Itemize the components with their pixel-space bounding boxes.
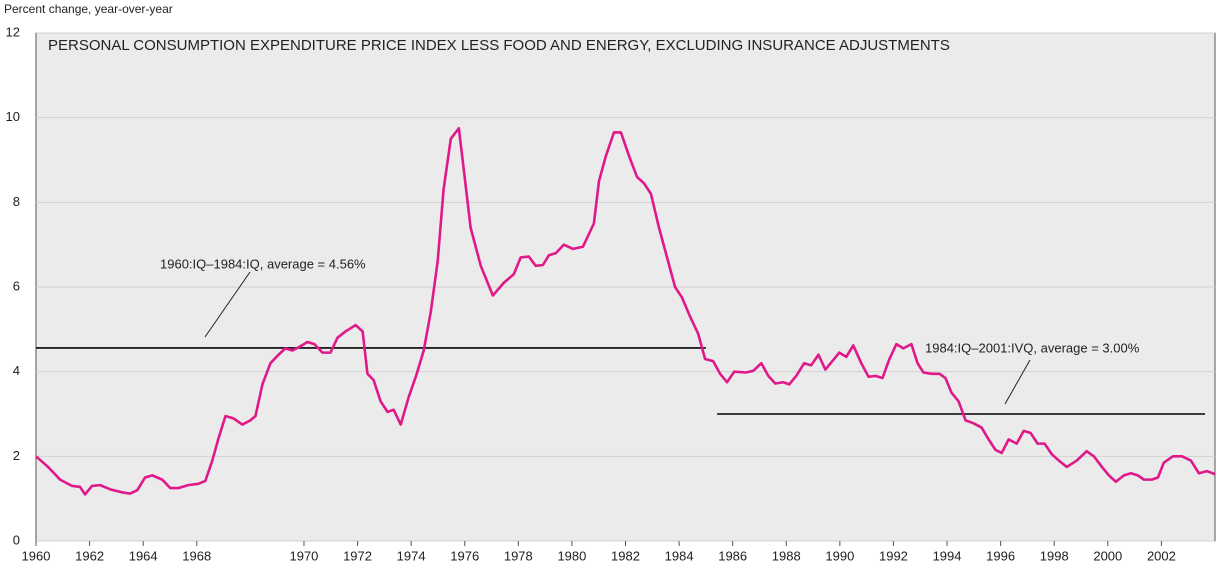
annotation-leader bbox=[204, 271, 251, 338]
x-tick-label: 1962 bbox=[75, 548, 104, 563]
x-tick-label: 1988 bbox=[772, 548, 801, 563]
y-tick-label: 2 bbox=[13, 448, 20, 463]
series-line bbox=[35, 126, 1216, 496]
annotation: 1984:IQ–2001:IVQ, average = 3.00% bbox=[925, 340, 1140, 355]
x-tick-label: 1998 bbox=[1040, 548, 1069, 563]
x-tick-label: 1984 bbox=[665, 548, 694, 563]
x-tick-label: 1976 bbox=[450, 548, 479, 563]
x-tick-label: 1974 bbox=[397, 548, 426, 563]
x-tick-label: 1960 bbox=[22, 548, 51, 563]
y-tick-label: 8 bbox=[13, 194, 20, 209]
annotation: 1960:IQ–1984:IQ, average = 4.56% bbox=[160, 256, 366, 271]
y-axis-label: Percent change, year-over-year bbox=[4, 2, 173, 16]
x-tick-label: 1980 bbox=[557, 548, 586, 563]
x-tick-label: 1978 bbox=[504, 548, 533, 563]
x-tick-label: 2000 bbox=[1093, 548, 1122, 563]
x-tick-label: 1968 bbox=[182, 548, 211, 563]
x-tick-label: 1992 bbox=[879, 548, 908, 563]
y-tick-label: 12 bbox=[6, 24, 20, 39]
y-tick-label: 10 bbox=[6, 109, 20, 124]
x-tick-label: 1982 bbox=[611, 548, 640, 563]
y-tick-label: 4 bbox=[13, 363, 20, 378]
x-tick-label: 1970 bbox=[289, 548, 318, 563]
chart-title: PERSONAL CONSUMPTION EXPENDITURE PRICE I… bbox=[48, 37, 950, 54]
x-tick-label: 1964 bbox=[129, 548, 158, 563]
y-tick-label: 6 bbox=[13, 278, 20, 293]
x-tick-label: 1972 bbox=[343, 548, 372, 563]
x-tick-label: 1996 bbox=[986, 548, 1015, 563]
x-tick-label: 1986 bbox=[718, 548, 747, 563]
x-tick-label: 2002 bbox=[1147, 548, 1176, 563]
x-tick-label: 1990 bbox=[825, 548, 854, 563]
y-tick-label: 0 bbox=[13, 532, 20, 547]
annotation-leader bbox=[1004, 359, 1031, 405]
x-tick-label: 1994 bbox=[933, 548, 962, 563]
